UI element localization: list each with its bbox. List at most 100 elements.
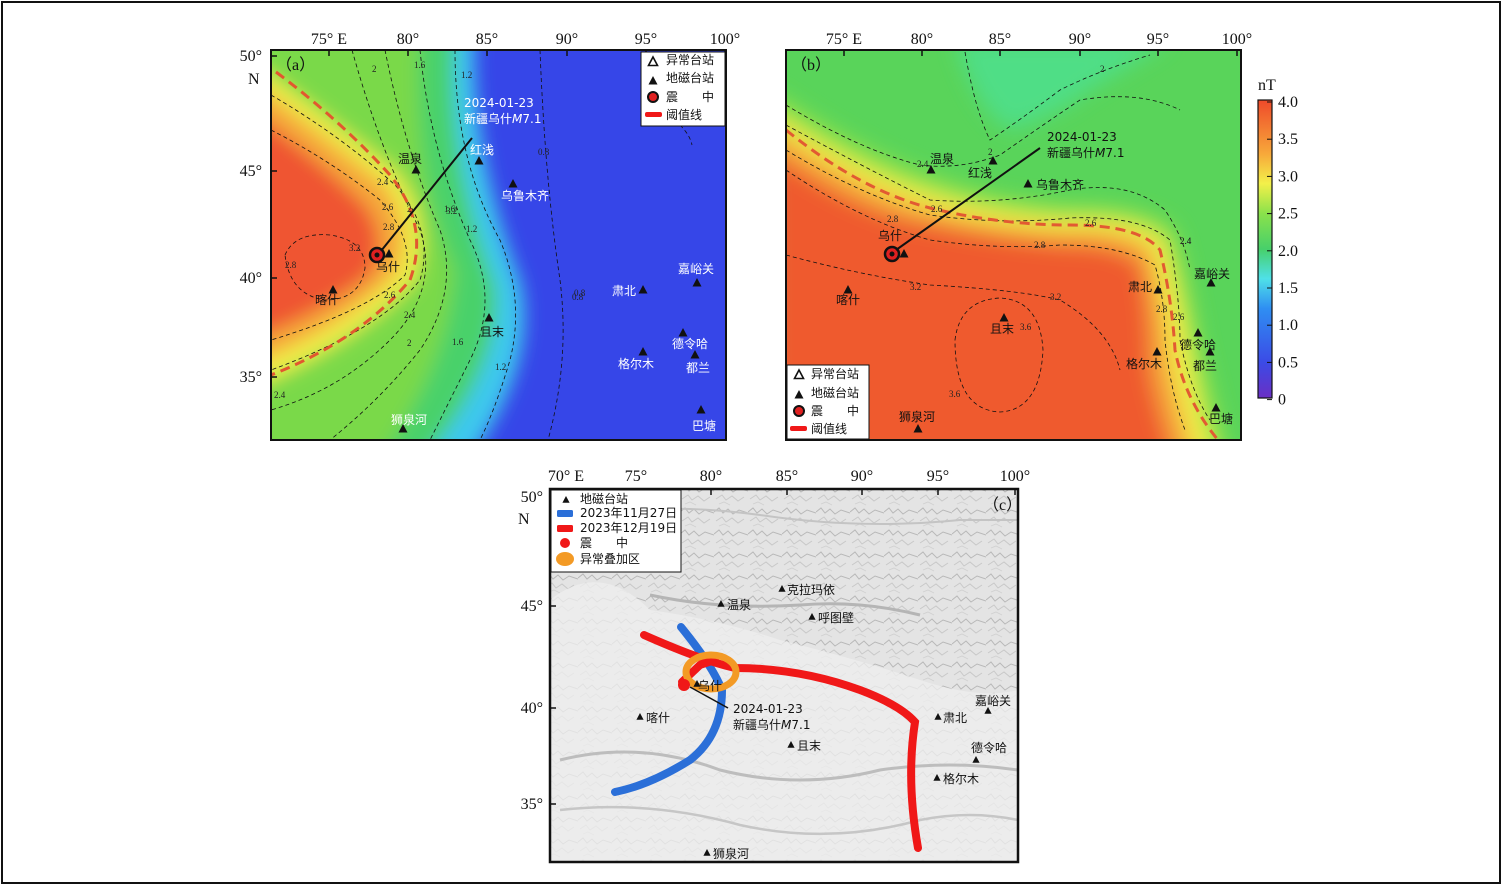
panel-b-station-label: 肃北: [1128, 280, 1152, 294]
panel-b-lon-tick: 90°: [1069, 31, 1091, 48]
panel-b-station-label: 格尔木: [1126, 356, 1162, 371]
panel-c-legend-item: 2023年11月27日: [580, 506, 677, 520]
panel-a-legend-item: 震 中: [666, 89, 714, 104]
panel-a-lon-tick: 85°: [476, 31, 498, 48]
panel-a-lon-tick: 100°: [710, 31, 740, 48]
panel-c-station-icon: [717, 600, 725, 607]
panel-a-contour-label: 1.6: [444, 204, 456, 214]
panel-b-station-icon: [913, 424, 923, 433]
panel-a-station-label: 喀什: [315, 293, 339, 307]
panel-c-legend-overlap-icon: [556, 552, 574, 566]
panel-b-legend-station-icon: [794, 390, 804, 399]
panel-a-legend-station-icon: [648, 76, 658, 85]
panel-b-contour-label: 2: [1100, 64, 1105, 74]
colorbar-tick: 3.5: [1278, 131, 1298, 148]
colorbar-tick: 2.0: [1278, 243, 1298, 260]
panel-a-station-icon: [328, 285, 338, 294]
panel-a-legend-item: 阈值线: [666, 107, 702, 122]
panel-c-lon-tick: 70° E: [548, 468, 584, 485]
panel-b-station-label: 喀什: [836, 293, 860, 307]
panel-b-legend-item: 异常台站: [811, 366, 859, 381]
panel-b-legend-item: 阈值线: [811, 421, 847, 436]
panel-a-annotation-title: 新疆乌什M7.1: [464, 111, 541, 126]
panel-c-station-icon: [703, 849, 711, 856]
panel-a-contour-label: 2.8: [285, 260, 297, 270]
panel-b-contour-label: 3.6: [949, 389, 961, 399]
panel-a-lat-tick: 40°: [240, 270, 262, 287]
panel-b-station-icon: [988, 156, 998, 165]
panel-c-station-icon: [933, 774, 941, 781]
panel-a-contour-label: 2: [407, 338, 412, 348]
panel-a-station-label: 狮泉河: [391, 413, 427, 427]
panel-c-legend-item: 震 中: [580, 535, 628, 550]
panel-c-station-label: 肃北: [943, 711, 967, 725]
panel-b-contour-label: 2.8: [1156, 304, 1168, 314]
panel-a-station-icon: [474, 156, 484, 165]
panel-a-contour-label: 3.2: [349, 243, 360, 253]
panel-a-station-icon: [638, 285, 648, 294]
panel-a-contour-label: 2.6: [382, 202, 394, 212]
panel-c-station-label: 嘉峪关: [975, 694, 1011, 708]
panel-c-station-label: 且末: [797, 739, 821, 753]
panel-b-legend-threshold-icon: [790, 426, 807, 431]
panel-b-station-icon: [999, 313, 1009, 322]
panel-a-label: （a）: [276, 56, 315, 74]
panel-a-contour-label: 2.4: [377, 177, 389, 187]
panel-b-lon-tick: 85°: [989, 31, 1011, 48]
panel-b-legend-item: 地磁台站: [811, 385, 859, 400]
panel-a-station-label: 巴塘: [692, 418, 716, 433]
panel-b-station-label: 嘉峪关: [1194, 267, 1230, 281]
panel-b-station-icon: [1205, 347, 1215, 356]
panel-a-map: [270, 49, 727, 441]
panel-a-contour-label: 0.8: [538, 147, 550, 157]
colorbar-ticks: 4.0 3.5 3.0 2.5 2.0 1.5 1.0 0.5 0: [1267, 94, 1298, 409]
panel-a-station-icon: [411, 165, 421, 174]
panel-c-station-label: 乌什: [698, 678, 722, 693]
panel-a-lat-tick: 50°: [240, 48, 262, 65]
panel-b-contour-label: 2.6: [1085, 218, 1097, 228]
panel-b-lon-tick: 75° E: [826, 31, 862, 48]
panel-a-lon-tick: 75° E: [311, 31, 347, 48]
panel-b-contour-label: 2.6: [931, 204, 943, 214]
panel-b-contour-label: 2: [988, 147, 993, 157]
panel-b-station-icon: [1152, 347, 1162, 356]
panel-c-annotation-date: 2024-01-23: [733, 702, 803, 716]
panel-b-station-icon: [1193, 328, 1203, 337]
panel-c-lat-tick: 45°: [521, 598, 543, 615]
panel-b-contour-label: 2.6: [1173, 312, 1185, 322]
panel-a-station-icon: [384, 249, 394, 258]
panel-c-label: （c）: [983, 496, 1022, 514]
panel-c-lon-tick: 100°: [1000, 468, 1030, 485]
panel-c-lon-tick: 75°: [625, 468, 647, 485]
colorbar: 4.0 3.5 3.0 2.5 2.0 1.5 1.0 0.5 0 nT: [1257, 77, 1298, 409]
panel-b-contour-label: 2.4: [1180, 236, 1192, 246]
colorbar-tick: 0: [1278, 392, 1286, 409]
panel-a-north: N: [248, 71, 260, 88]
panel-c-station-label: 克拉玛依: [787, 582, 835, 597]
panel-a-station-label: 温泉: [398, 152, 422, 166]
panel-a-station-icon: [692, 278, 702, 287]
panel-a-lon-tick: 80°: [397, 31, 419, 48]
panel-b-station-icon: [926, 165, 936, 174]
panel-a-contour-label: 2.6: [384, 290, 396, 300]
panel-c-station-label: 狮泉河: [713, 847, 749, 861]
panel-a-contour-label: 1.2: [495, 362, 506, 372]
panel-b-contour-label: 2.4: [1180, 236, 1192, 246]
panel-a-station-label: 乌什: [376, 259, 400, 274]
panel-a-lon-tick: 90°: [556, 31, 578, 48]
panel-b-contour-label: 2.8: [887, 214, 899, 224]
panel-a-station-label: 且末: [480, 325, 504, 339]
panel-c-station-label: 温泉: [727, 598, 751, 612]
colorbar-tick: 0.5: [1278, 354, 1298, 371]
panel-a-legend-item: 异常台站: [666, 52, 714, 67]
colorbar-tick: 4.0: [1278, 94, 1298, 111]
panel-b-station-icon: [843, 285, 853, 294]
panel-a-contour-label: 2.8: [383, 222, 395, 232]
panel-b-station-label: 红浅: [968, 165, 992, 180]
colorbar-tick: 1.0: [1278, 317, 1298, 334]
panel-b-station-label: 乌什: [878, 228, 902, 243]
panel-a-contour-label: 1.6: [414, 60, 426, 70]
panel-a-contour-label: 1.6: [452, 337, 464, 347]
panel-c-station-label: 格尔木: [943, 771, 979, 786]
panel-b-station-label: 温泉: [930, 152, 954, 166]
